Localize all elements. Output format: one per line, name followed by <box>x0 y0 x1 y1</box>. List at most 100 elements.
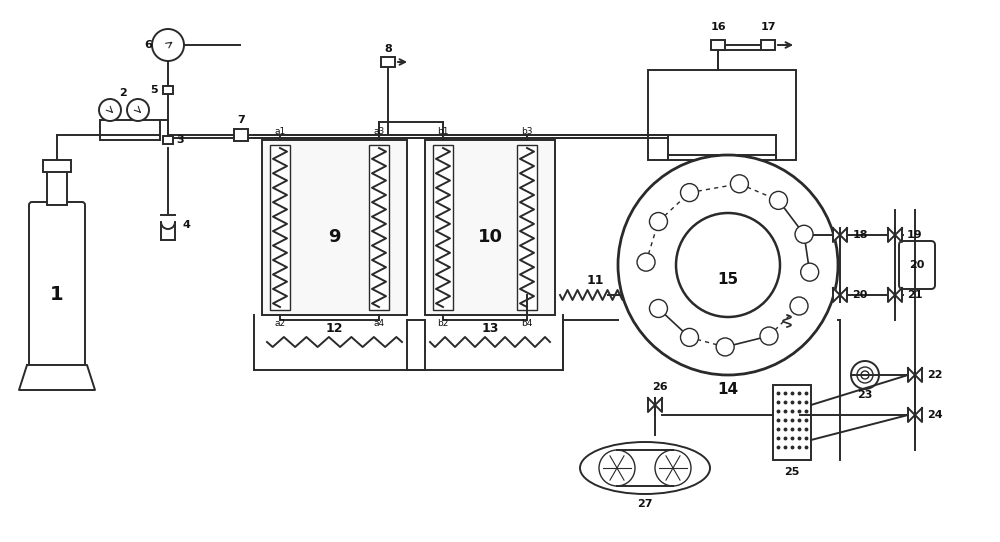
Text: c1: c1 <box>806 269 814 275</box>
Circle shape <box>795 225 813 243</box>
Text: b3: b3 <box>521 127 533 137</box>
Polygon shape <box>19 365 95 390</box>
Polygon shape <box>833 228 840 242</box>
Text: 6: 6 <box>144 40 152 50</box>
Text: 13: 13 <box>481 321 499 334</box>
Bar <box>43 160 71 172</box>
Ellipse shape <box>580 442 710 494</box>
Text: a2: a2 <box>274 319 286 327</box>
Circle shape <box>127 99 149 121</box>
Circle shape <box>801 263 819 281</box>
Bar <box>100 120 160 140</box>
Text: c10: c10 <box>733 181 746 187</box>
Text: c4: c4 <box>721 344 729 350</box>
Bar <box>761 40 775 50</box>
Circle shape <box>681 328 699 346</box>
Bar <box>234 129 248 141</box>
Text: 23: 23 <box>857 390 873 400</box>
Text: 9: 9 <box>328 228 340 246</box>
Polygon shape <box>915 408 922 422</box>
Text: c2: c2 <box>795 303 803 309</box>
Circle shape <box>681 184 699 202</box>
Text: 17: 17 <box>760 22 776 32</box>
Text: 11: 11 <box>586 274 604 287</box>
Circle shape <box>152 29 184 61</box>
Bar <box>425 140 555 315</box>
Polygon shape <box>840 228 847 242</box>
Bar <box>262 140 407 315</box>
Polygon shape <box>888 228 895 242</box>
Text: 18: 18 <box>852 230 868 240</box>
Text: c5: c5 <box>685 334 694 340</box>
Bar <box>648 70 796 160</box>
Circle shape <box>760 327 778 345</box>
Text: 15: 15 <box>717 273 739 287</box>
Circle shape <box>851 361 879 389</box>
Text: 10: 10 <box>478 228 503 246</box>
FancyBboxPatch shape <box>29 202 85 368</box>
Text: c9: c9 <box>685 190 694 196</box>
Text: c8: c8 <box>654 218 663 224</box>
Bar <box>369 145 389 310</box>
Text: 8: 8 <box>384 44 392 54</box>
Text: 25: 25 <box>784 467 800 477</box>
Text: 21: 21 <box>907 290 923 300</box>
Text: 7: 7 <box>237 115 245 125</box>
Text: c3: c3 <box>765 333 773 339</box>
Text: c12: c12 <box>798 231 810 237</box>
Bar <box>163 86 173 94</box>
Circle shape <box>730 175 748 193</box>
Polygon shape <box>915 368 922 382</box>
Text: c7: c7 <box>642 259 650 265</box>
Circle shape <box>676 213 780 317</box>
Polygon shape <box>648 398 655 412</box>
Polygon shape <box>840 288 847 302</box>
Text: c11: c11 <box>772 197 785 203</box>
Text: 20: 20 <box>852 290 868 300</box>
Text: 3: 3 <box>176 135 184 145</box>
Text: 4: 4 <box>182 220 190 230</box>
Polygon shape <box>908 408 915 422</box>
Text: 12: 12 <box>325 321 343 334</box>
Bar <box>517 145 537 310</box>
Polygon shape <box>895 228 902 242</box>
Circle shape <box>790 297 808 315</box>
Text: 26: 26 <box>652 382 668 392</box>
Polygon shape <box>888 288 895 302</box>
Bar <box>711 40 725 50</box>
Text: 14: 14 <box>717 382 739 397</box>
Text: 22: 22 <box>927 370 943 380</box>
Text: 27: 27 <box>637 499 653 509</box>
Circle shape <box>769 191 787 209</box>
Circle shape <box>649 212 667 230</box>
Bar <box>47 170 67 205</box>
Text: c6: c6 <box>654 306 663 312</box>
Text: 1: 1 <box>50 286 64 305</box>
Circle shape <box>99 99 121 121</box>
Bar <box>773 385 811 460</box>
Text: b1: b1 <box>437 127 449 137</box>
Text: b4: b4 <box>521 319 533 327</box>
Text: b2: b2 <box>437 319 449 327</box>
FancyBboxPatch shape <box>899 241 935 289</box>
Text: 20: 20 <box>909 260 925 270</box>
Polygon shape <box>833 288 840 302</box>
Text: a3: a3 <box>373 127 385 137</box>
Circle shape <box>655 450 691 486</box>
Circle shape <box>716 338 734 356</box>
Text: 24: 24 <box>927 410 943 420</box>
Bar <box>433 145 453 310</box>
Circle shape <box>637 253 655 271</box>
Circle shape <box>599 450 635 486</box>
Circle shape <box>618 155 838 375</box>
Text: a4: a4 <box>373 319 385 327</box>
Text: a1: a1 <box>274 127 286 137</box>
Bar <box>381 57 395 67</box>
Bar <box>270 145 290 310</box>
Polygon shape <box>655 398 662 412</box>
Text: 5: 5 <box>150 85 158 95</box>
Polygon shape <box>895 288 902 302</box>
Bar <box>163 136 173 144</box>
Circle shape <box>649 299 667 318</box>
Text: 19: 19 <box>907 230 923 240</box>
